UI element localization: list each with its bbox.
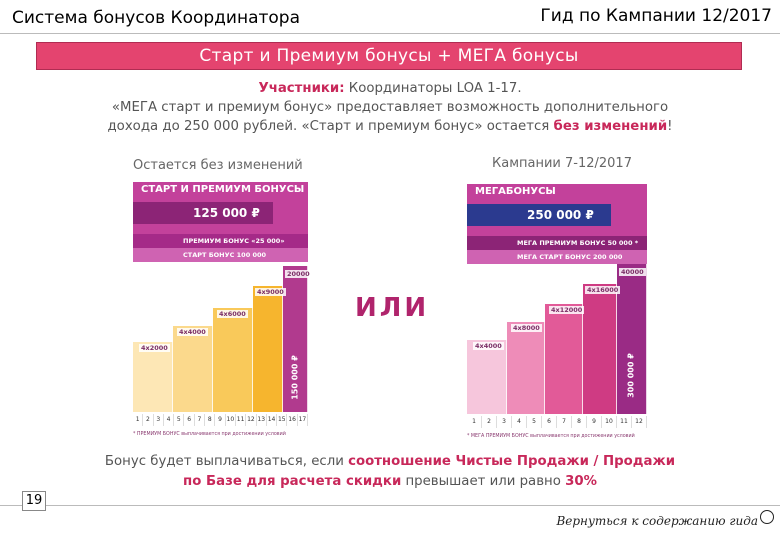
right-chart-title: МЕГАБОНУСЫ <box>475 186 556 197</box>
left-num: 1 <box>133 414 144 426</box>
left-num: 8 <box>205 414 216 426</box>
left-chart-numbers: 1 2 3 4 5 6 7 8 9 10 11 12 13 14 15 16 17 <box>133 414 309 426</box>
left-num: 6 <box>184 414 195 426</box>
left-bar-3 <box>213 308 253 412</box>
right-num: 7 <box>557 416 572 428</box>
right-num: 12 <box>632 416 647 428</box>
participants-label: Участники: <box>258 81 345 96</box>
left-num: 17 <box>298 414 309 426</box>
right-step-4: 4x16000 <box>585 286 621 294</box>
right-bar-1 <box>467 340 507 414</box>
left-chart-title: СТАРТ И ПРЕМИУМ БОНУСЫ <box>141 184 305 195</box>
payment-condition-line-1: Бонус будет выплачиваться, если соотноше… <box>70 452 710 472</box>
left-bar-2 <box>173 326 213 412</box>
intro-line-3-end: ! <box>667 119 673 134</box>
or-label: ИЛИ <box>355 293 430 323</box>
left-num: 16 <box>287 414 298 426</box>
header-guide: Гид по Кампании 12/2017 <box>540 6 772 26</box>
right-num: 2 <box>482 416 497 428</box>
right-chart-bars: 4x4000 4x8000 4x12000 4x16000 40000 300 … <box>467 264 647 414</box>
page-number: 19 <box>22 491 46 511</box>
left-chart-header: СТАРТ И ПРЕМИУМ БОНУСЫ 125 000 ₽ ПРЕМИУМ… <box>133 182 308 262</box>
right-chart-header: МЕГАБОНУСЫ 250 000 ₽ МЕГА ПРЕМИУМ БОНУС … <box>467 184 647 264</box>
rule-part-4: превышает или равно <box>401 474 566 489</box>
right-num: 10 <box>602 416 617 428</box>
left-bar-4 <box>253 286 283 412</box>
left-bonus-chart: СТАРТ И ПРЕМИУМ БОНУСЫ 125 000 ₽ ПРЕМИУМ… <box>133 182 312 438</box>
left-num: 10 <box>226 414 236 426</box>
rule-ratio: соотношение Чистые Продажи / Продажи <box>348 454 676 469</box>
right-bar-3 <box>545 304 583 414</box>
right-chart-numbers: 1 2 3 4 5 6 7 8 9 10 11 12 <box>467 416 647 428</box>
section-banner: Старт и Премиум бонусы + МЕГА бонусы <box>36 42 742 70</box>
right-num: 11 <box>617 416 632 428</box>
left-num: 7 <box>195 414 206 426</box>
left-bar-5 <box>283 266 308 412</box>
right-num: 3 <box>497 416 512 428</box>
right-num: 4 <box>512 416 527 428</box>
left-chart-amount: 125 000 ₽ <box>133 202 273 224</box>
left-bar-1 <box>133 342 173 412</box>
intro-line-3-start: дохода до 250 000 рублей. «Старт и преми… <box>107 119 554 134</box>
right-bonus-chart: МЕГАБОНУСЫ 250 000 ₽ МЕГА ПРЕМИУМ БОНУС … <box>467 184 647 440</box>
left-num: 5 <box>174 414 185 426</box>
left-num: 12 <box>246 414 257 426</box>
intro-line-2: «МЕГА старт и премиум бонус» предоставля… <box>111 100 669 115</box>
left-num: 13 <box>257 414 267 426</box>
right-bar-4 <box>583 284 617 414</box>
left-num: 14 <box>267 414 278 426</box>
right-step-5: 40000 <box>619 268 646 276</box>
right-step-2: 4x8000 <box>511 324 542 332</box>
right-chart-amount: 250 000 ₽ <box>467 204 611 226</box>
header-title: Система бонусов Координатора <box>12 8 301 28</box>
left-chart-footnote: * ПРЕМИУМ БОНУС выплачивается при достиж… <box>133 432 286 437</box>
rule-threshold: 30% <box>565 474 597 489</box>
right-step-3: 4x12000 <box>549 306 585 314</box>
right-step-1: 4x4000 <box>473 342 504 350</box>
left-step-4: 4x9000 <box>255 288 286 296</box>
right-bar-5 <box>617 264 647 414</box>
back-to-contents-link[interactable]: Вернуться к содержанию гида <box>556 514 758 528</box>
right-start-bonus: МЕГА СТАРТ БОНУС 200 000 <box>467 250 647 264</box>
right-num: 9 <box>587 416 602 428</box>
back-arrow-icon[interactable] <box>760 510 774 524</box>
intro-line-3: дохода до 250 000 рублей. «Старт и преми… <box>60 117 720 136</box>
intro-text: Участники: Координаторы LOA 1-17. «МЕГА … <box>60 79 720 136</box>
left-step-3: 4x6000 <box>217 310 248 318</box>
right-num: 6 <box>542 416 557 428</box>
left-num: 15 <box>277 414 288 426</box>
left-final-value: 150 000 ₽ <box>290 355 300 400</box>
rule-part-1: Бонус будет выплачиваться, если <box>104 454 349 469</box>
left-chart-bars: 4x2000 4x4000 4x6000 4x9000 20000 150 00… <box>133 262 312 412</box>
left-premium-bonus: ПРЕМИУМ БОНУС «25 000» <box>133 234 308 248</box>
right-bar-2 <box>507 322 545 414</box>
right-num: 5 <box>527 416 542 428</box>
participants-text: Координаторы LOA 1-17. <box>344 81 522 96</box>
left-step-5: 20000 <box>285 270 312 278</box>
header-divider <box>0 33 780 34</box>
payment-condition: Бонус будет выплачиваться, если соотноше… <box>70 452 710 492</box>
right-chart-footnote: * МЕГА ПРЕМИУМ БОНУС выплачивается при д… <box>467 434 635 439</box>
left-step-1: 4x2000 <box>139 344 170 352</box>
left-num: 4 <box>164 414 175 426</box>
left-start-bonus: СТАРТ БОНУС 100 000 <box>133 248 308 262</box>
right-final-value: 300 000 ₽ <box>626 353 636 398</box>
intro-line-1: Участники: Координаторы LOA 1-17. <box>60 79 720 98</box>
left-num: 3 <box>154 414 164 426</box>
rule-base: по Базе для расчета скидки <box>183 474 402 489</box>
left-caption: Остается без изменений <box>133 158 303 173</box>
left-step-2: 4x4000 <box>177 328 208 336</box>
right-num: 8 <box>572 416 587 428</box>
intro-unchanged: без изменений <box>553 119 668 134</box>
left-num: 2 <box>143 414 154 426</box>
left-num: 9 <box>215 414 226 426</box>
right-premium-bonus: МЕГА ПРЕМИУМ БОНУС 50 000 * <box>467 236 647 250</box>
banner-text: Старт и Премиум бонусы + МЕГА бонусы <box>199 46 579 66</box>
footer-divider <box>0 505 780 506</box>
right-num: 1 <box>467 416 482 428</box>
left-num: 11 <box>236 414 247 426</box>
payment-condition-line-2: по Базе для расчета скидки превышает или… <box>70 472 710 492</box>
right-caption: Кампании 7-12/2017 <box>492 156 632 171</box>
